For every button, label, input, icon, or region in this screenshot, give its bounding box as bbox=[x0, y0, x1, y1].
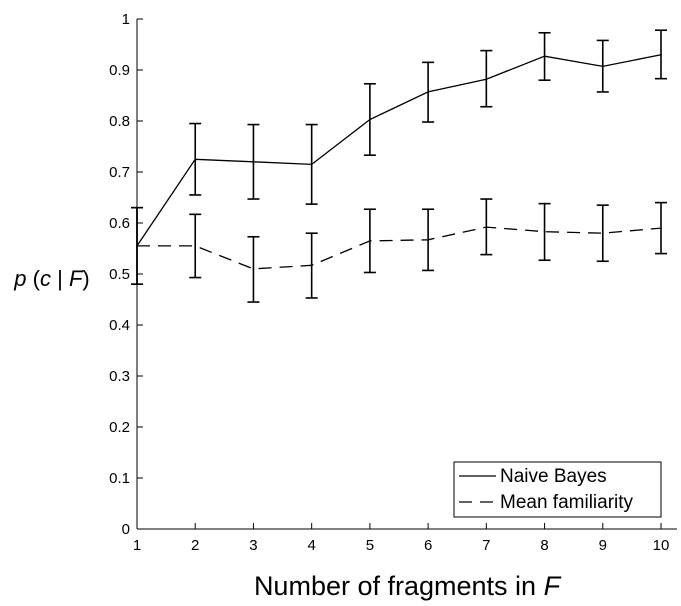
y-tick-label: 0.6 bbox=[109, 215, 130, 232]
data-point-naive-bayes bbox=[485, 78, 488, 80]
data-point-naive-bayes bbox=[310, 163, 313, 166]
x-tick-label: 4 bbox=[307, 537, 315, 554]
y-label-bar: | bbox=[51, 266, 69, 291]
y-tick-label: 1 bbox=[122, 11, 130, 28]
y-tick-label: 0.1 bbox=[109, 470, 130, 487]
data-point-mean-familiarity bbox=[310, 264, 313, 267]
data-point-mean-familiarity bbox=[543, 230, 546, 233]
y-tick-label: 0.7 bbox=[109, 164, 130, 181]
x-tick-label: 9 bbox=[599, 537, 607, 554]
x-axis-label: Number of fragments in F bbox=[254, 571, 562, 601]
series-line-mean-familiarity bbox=[137, 226, 662, 270]
y-tick-label: 0 bbox=[122, 521, 130, 538]
data-point-naive-bayes bbox=[543, 55, 546, 58]
data-point-naive-bayes bbox=[660, 53, 662, 56]
legend-box bbox=[453, 461, 662, 518]
y-label-open: ( bbox=[27, 266, 41, 291]
x-tick-label: 8 bbox=[540, 537, 548, 554]
y-label-c: c bbox=[40, 266, 51, 291]
y-tick-label: 0.8 bbox=[109, 113, 130, 130]
x-tick-label: 5 bbox=[366, 537, 374, 554]
y-tick-label: 0.2 bbox=[109, 419, 130, 436]
y-tick-label: 0.5 bbox=[109, 266, 130, 283]
legend: Naive Bayes Mean familiarity bbox=[453, 461, 662, 518]
series-line-naive-bayes bbox=[136, 54, 662, 247]
data-point-naive-bayes bbox=[427, 91, 429, 93]
data-point-naive-bayes bbox=[369, 118, 371, 121]
x-tick-label: 3 bbox=[249, 537, 257, 554]
plot-area: 0 0.1 0.2 0.3 0.4 0.5 0.6 0.7 0.8 0.9 1 1 2 3 4 5 6 7 8 9 10 bbox=[109, 11, 677, 554]
data-point-mean-familiarity bbox=[194, 245, 197, 247]
data-point-mean-familiarity bbox=[427, 239, 429, 241]
y-tick-label: 0.9 bbox=[109, 62, 130, 79]
data-point-mean-familiarity bbox=[136, 245, 138, 247]
data-point-mean-familiarity bbox=[660, 227, 662, 229]
y-tick-label: 0.3 bbox=[109, 368, 130, 385]
y-tick-label: 0.4 bbox=[109, 317, 130, 334]
legend-label-mean-familiarity: Mean familiarity bbox=[500, 492, 634, 513]
y-label-close: ) bbox=[82, 266, 89, 291]
x-tick-label: 2 bbox=[191, 537, 199, 554]
x-tick-label: 6 bbox=[424, 537, 432, 554]
x-tick-label: 10 bbox=[653, 537, 670, 554]
data-point-naive-bayes bbox=[252, 161, 255, 163]
data-point-mean-familiarity bbox=[601, 232, 604, 234]
data-point-mean-familiarity bbox=[369, 240, 371, 242]
data-point-naive-bayes bbox=[194, 158, 197, 161]
y-label-F: F bbox=[69, 266, 84, 291]
legend-label-naive-bayes: Naive Bayes bbox=[500, 466, 607, 487]
x-tick-label: 1 bbox=[133, 537, 141, 554]
y-label-p: p bbox=[13, 266, 26, 291]
data-point-mean-familiarity bbox=[252, 268, 255, 270]
data-point-mean-familiarity bbox=[485, 226, 488, 228]
data-point-naive-bayes bbox=[601, 65, 604, 68]
x-label-var: F bbox=[544, 571, 562, 601]
x-tick-label: 7 bbox=[482, 537, 490, 554]
y-axis-label: p (c | F) bbox=[13, 266, 89, 291]
x-label-text: Number of fragments in bbox=[254, 571, 544, 601]
